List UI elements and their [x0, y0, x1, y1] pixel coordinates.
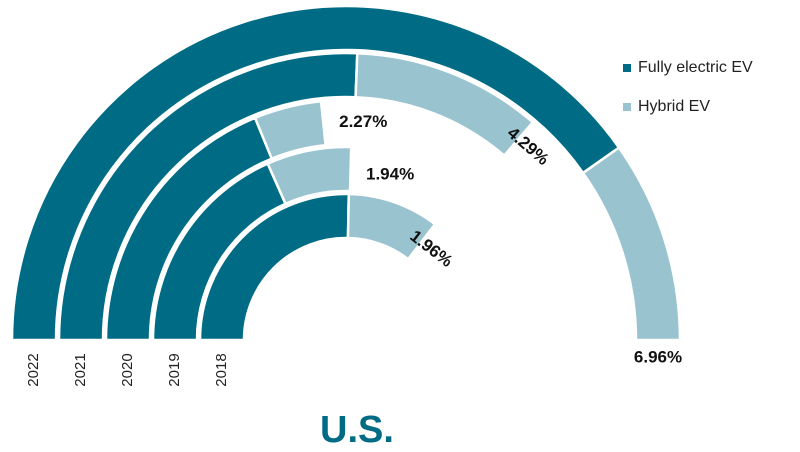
- year-label: 2021: [72, 353, 89, 386]
- total-label: 1.94%: [366, 164, 414, 183]
- chart-title: U.S.: [320, 409, 394, 451]
- total-label: 2.27%: [339, 112, 387, 131]
- legend-swatch: [623, 64, 631, 72]
- legend-label: Fully electric EV: [638, 59, 753, 76]
- year-label: 2020: [119, 353, 136, 386]
- ring-segment: [266, 145, 353, 206]
- ring-segment: [354, 51, 535, 158]
- legend-swatch: [623, 103, 631, 111]
- year-label: 2018: [213, 353, 230, 386]
- ring-segment: [346, 192, 437, 261]
- year-label: 2022: [25, 353, 42, 386]
- year-label: 2019: [166, 353, 183, 386]
- ring-segment: [253, 99, 327, 161]
- ring-segment: [581, 145, 682, 342]
- total-label: 6.96%: [634, 347, 682, 366]
- legend-label: Hybrid EV: [638, 98, 710, 115]
